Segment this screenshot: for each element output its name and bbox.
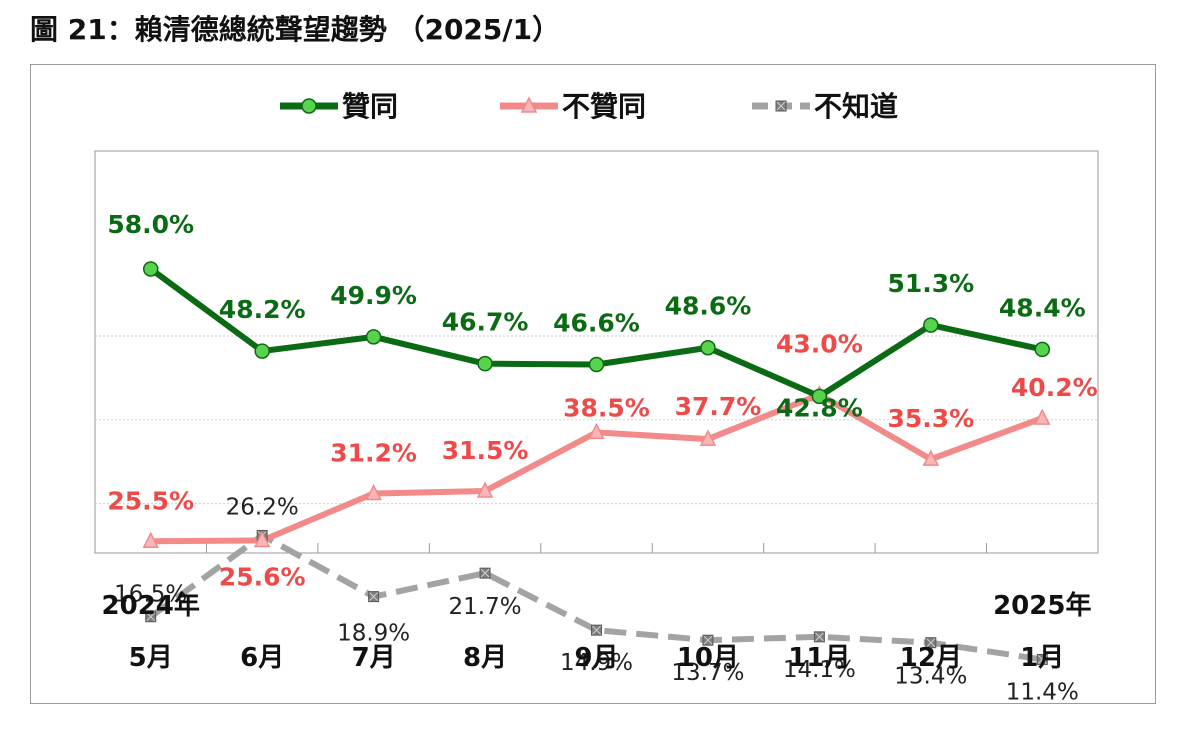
legend-disapprove-marker [520, 96, 538, 113]
disapprove-value-label: 25.5% [107, 486, 194, 515]
unknown-point-cross-b [369, 592, 378, 601]
unknown-point-cross-b [703, 635, 713, 645]
x-tick-label: 11月 [788, 643, 850, 673]
legend-unknown-marker-cross-b [776, 101, 786, 111]
x-tick-label: 8月 [463, 643, 507, 673]
approve-point [811, 388, 828, 405]
chart-title: 圖 21：賴清德總統聲望趨勢 （2025/1） [30, 13, 561, 46]
unknown-value-label: 13.7% [671, 660, 744, 686]
x-tick-label: 7月 [352, 643, 396, 673]
disapprove-point [476, 481, 494, 498]
disapprove-point [922, 449, 940, 466]
approve-point [588, 356, 605, 373]
x-tick-label: 1月 [1020, 643, 1064, 673]
disapprove-point [142, 531, 159, 549]
unknown-value-label: 14.9% [560, 650, 633, 676]
disapprove-value-label: 43.0% [776, 330, 863, 359]
unknown-point-cross-b [480, 568, 490, 578]
approve-value-label: 48.4% [999, 293, 1086, 322]
x-tick-label: 6月 [240, 643, 284, 673]
unknown-value-label: 21.7% [449, 594, 522, 620]
disapprove-value-label: 31.5% [442, 436, 529, 465]
plot-area [94, 150, 1099, 554]
disapprove-point [1034, 408, 1051, 425]
disapprove-point [588, 422, 605, 440]
disapprove-value-label: 31.2% [330, 439, 417, 468]
approve-point [923, 317, 939, 333]
approve-value-label: 48.6% [665, 292, 752, 321]
x-tick-label: 5月 [129, 643, 173, 673]
unknown-point-cross-b [146, 612, 156, 622]
disapprove-value-label: 40.2% [1011, 373, 1098, 402]
unknown-value-label: 18.9% [337, 621, 410, 647]
approve-value-label: 46.6% [553, 308, 640, 337]
legend-approve-marker [301, 98, 317, 114]
chart-frame [30, 64, 1156, 704]
approve-value-label: 42.8% [776, 393, 863, 422]
disapprove-point [365, 483, 382, 501]
x-tick-label: 10月 [677, 643, 739, 673]
year-label-end: 2025年 [993, 590, 1091, 621]
approve-value-label: 46.7% [442, 308, 529, 337]
unknown-point-cross-b [815, 632, 824, 642]
unknown-value-label: 16.5% [114, 582, 187, 608]
unknown-point-cross-b [592, 625, 601, 635]
unknown-value-label: 26.2% [226, 494, 299, 520]
year-label-start: 2024年 [102, 590, 200, 621]
disapprove-point [253, 530, 271, 548]
approve-point [477, 355, 493, 372]
approve-point [142, 261, 159, 277]
x-tick-label: 9月 [574, 643, 618, 673]
approve-value-label: 48.2% [219, 295, 306, 324]
approve-value-label: 49.9% [330, 281, 417, 310]
approve-point [365, 329, 382, 345]
disapprove-value-label: 38.5% [563, 393, 650, 422]
approve-value-label: 58.0% [107, 210, 194, 239]
disapprove-value-label: 35.3% [887, 404, 974, 433]
legend-disapprove-label: 不贊同 [562, 90, 646, 123]
unknown-value-label: 11.4% [1006, 679, 1079, 705]
unknown-line [148, 532, 1043, 663]
disapprove-value-label: 25.6% [219, 562, 306, 591]
legend-approve-label: 贊同 [342, 90, 398, 123]
approve-point [700, 339, 716, 356]
unknown-value-label: 13.4% [894, 664, 967, 690]
unknown-value-label: 14.1% [783, 657, 856, 683]
disapprove-value-label: 37.7% [675, 392, 762, 421]
approve-point [254, 343, 270, 359]
disapprove-point [699, 429, 717, 446]
unknown-point-cross-b [926, 638, 936, 648]
unknown-point-cross-b [1037, 655, 1047, 664]
approve-value-label: 51.3% [887, 269, 974, 298]
approve-point [1034, 341, 1051, 358]
legend-unknown-label: 不知道 [814, 90, 898, 123]
x-tick-label: 12月 [900, 643, 962, 673]
